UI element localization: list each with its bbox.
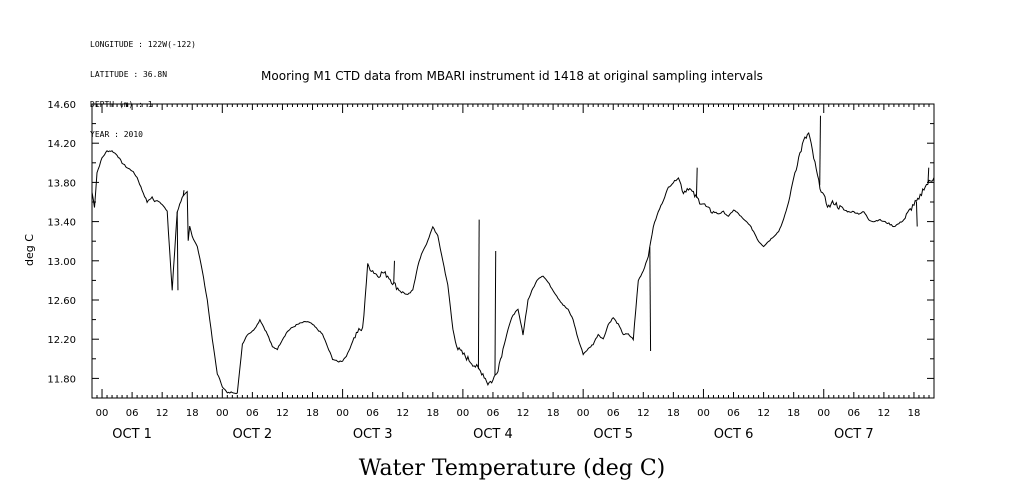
series-spike xyxy=(819,115,821,186)
x-tick-label: 06 xyxy=(607,408,620,419)
x-tick-label: 06 xyxy=(366,408,379,419)
series-spike xyxy=(393,260,395,284)
x-tick-label: 12 xyxy=(757,408,770,419)
series-spike xyxy=(927,167,930,184)
x-tick-label: 00 xyxy=(577,408,590,419)
x-day-label: OCT 5 xyxy=(593,427,633,442)
x-tick-label: 18 xyxy=(667,408,680,419)
series-spike xyxy=(477,219,480,370)
x-tick-label: 12 xyxy=(878,408,891,419)
x-day-label: OCT 2 xyxy=(233,427,273,442)
x-tick-label: 18 xyxy=(547,408,560,419)
y-tick-label: 12.20 xyxy=(47,335,76,346)
y-tick-label: 14.20 xyxy=(47,139,76,150)
meta-longitude: LONGITUDE : 122W(-122) xyxy=(90,40,196,49)
y-axis: 11.80 12.20 12.60 13.00 13.40 13.80 14.20 14.60 xyxy=(47,100,934,399)
series-spike xyxy=(176,211,179,291)
x-day-label: OCT 6 xyxy=(714,427,754,442)
x-tick-label: 00 xyxy=(96,408,109,419)
x-tick-label: 18 xyxy=(306,408,319,419)
series-line xyxy=(91,131,935,395)
chart-title: Mooring M1 CTD data from MBARI instrumen… xyxy=(261,69,763,83)
x-tick-label: 06 xyxy=(246,408,259,419)
x-tick-label: 12 xyxy=(276,408,289,419)
plot-frame xyxy=(91,103,935,399)
x-tick-label: 18 xyxy=(186,408,199,419)
x-day-label: OCT 3 xyxy=(353,427,393,442)
series-spike xyxy=(494,250,497,376)
x-tick-label: 06 xyxy=(126,408,139,419)
x-axis-label: Water Temperature (deg C) xyxy=(359,456,666,481)
series-spike xyxy=(182,190,185,197)
x-tick-label: 12 xyxy=(156,408,169,419)
x-tick-label: 06 xyxy=(847,408,860,419)
y-tick-label: 13.40 xyxy=(47,218,76,229)
x-tick-label: 06 xyxy=(487,408,500,419)
x-tick-label: 18 xyxy=(426,408,439,419)
x-tick-label: 12 xyxy=(517,408,530,419)
series-spike xyxy=(649,247,652,351)
x-tick-label: 18 xyxy=(787,408,800,419)
x-tick-label: 00 xyxy=(457,408,470,419)
x-tick-label: 00 xyxy=(697,408,710,419)
y-tick-label: 13.80 xyxy=(47,178,76,189)
x-day-label: OCT 4 xyxy=(473,427,513,442)
y-axis-label: deg C xyxy=(23,234,36,266)
meta-latitude: LATITUDE : 36.8N xyxy=(90,70,168,79)
x-axis: 00 06 12 18 00 06 12 18 00 06 12 18 00 06 12 18 00 06 12 18… xyxy=(91,104,935,442)
x-tick-label: 00 xyxy=(336,408,349,419)
y-tick-label: 11.80 xyxy=(47,374,76,385)
x-day-label: OCT 7 xyxy=(834,427,874,442)
x-tick-label: 18 xyxy=(908,408,921,419)
x-day-label: OCT 1 xyxy=(112,427,152,442)
x-tick-label: 12 xyxy=(396,408,409,419)
y-tick-label: 14.60 xyxy=(47,100,76,111)
x-tick-label: 06 xyxy=(727,408,740,419)
series-spike xyxy=(915,201,918,227)
y-tick-label: 12.60 xyxy=(47,296,76,307)
y-tick-label: 13.00 xyxy=(47,257,76,268)
series-spike xyxy=(695,167,698,198)
x-tick-label: 00 xyxy=(817,408,830,419)
x-tick-label: 12 xyxy=(637,408,650,419)
meta-year: YEAR : 2010 xyxy=(90,130,143,139)
series-water-temperature xyxy=(91,115,935,395)
x-tick-label: 00 xyxy=(216,408,229,419)
